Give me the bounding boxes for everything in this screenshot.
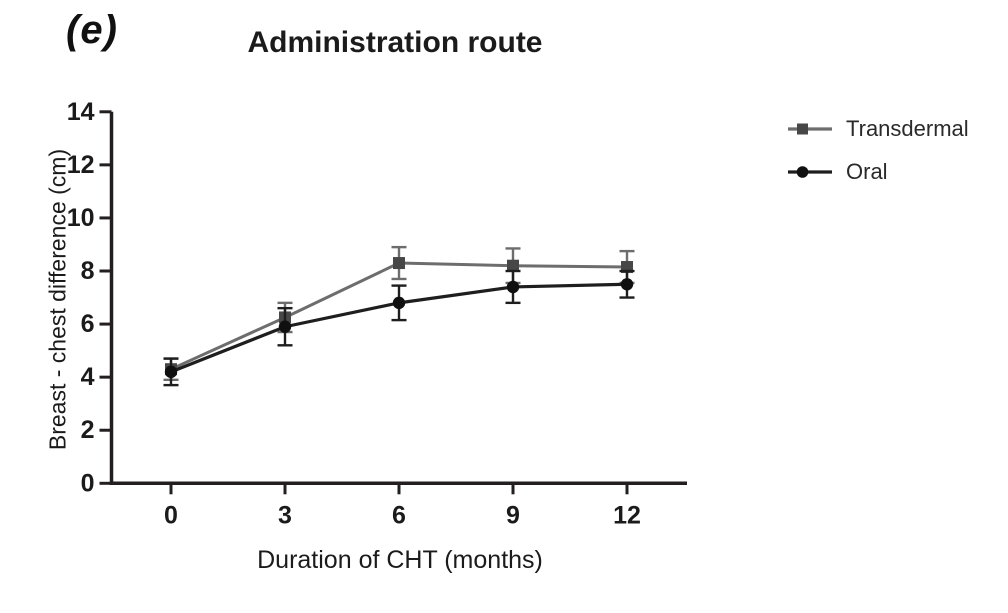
chart-title: Administration route — [247, 26, 543, 59]
y-tick-label: 8 — [81, 257, 95, 285]
legend: Transdermal Oral — [788, 116, 969, 185]
x-tick-label: 12 — [613, 501, 641, 529]
y-tick-label: 6 — [81, 310, 95, 338]
oral-marker — [278, 320, 292, 333]
legend-item-transdermal: Transdermal — [788, 116, 969, 142]
y-tick-label: 2 — [81, 416, 95, 444]
oral-marker — [620, 278, 634, 291]
x-tick-label: 0 — [164, 501, 178, 529]
x-tick-label: 6 — [392, 501, 406, 529]
legend-label-oral: Oral — [846, 159, 888, 184]
legend-label-transdermal: Transdermal — [846, 116, 969, 141]
y-tick-label: 4 — [81, 363, 95, 391]
x-tick-label: 9 — [506, 501, 520, 529]
y-tick-label: 12 — [67, 151, 95, 179]
oral-marker — [506, 280, 520, 294]
transdermal-legend-marker-icon — [788, 123, 832, 135]
x-axis-title: Duration of CHT (months) — [257, 546, 543, 574]
y-tick-label: 0 — [81, 469, 95, 497]
transdermal-marker — [507, 259, 519, 272]
oral-marker — [392, 296, 406, 310]
panel-label: (e) — [66, 8, 118, 52]
oral-legend-marker-icon — [788, 166, 832, 178]
transdermal-marker — [393, 257, 405, 270]
oral-marker — [164, 365, 178, 379]
x-tick-label: 3 — [278, 501, 292, 529]
legend-item-oral: Oral — [788, 159, 969, 185]
y-tick-label: 14 — [67, 98, 95, 126]
y-tick-label: 10 — [67, 204, 95, 232]
